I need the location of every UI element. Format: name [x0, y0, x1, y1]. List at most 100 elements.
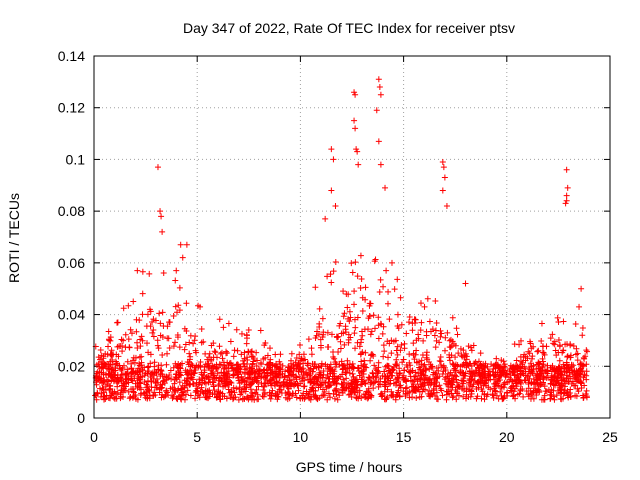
data-point — [144, 378, 151, 385]
data-point — [100, 393, 107, 400]
data-point — [580, 395, 587, 402]
axis-ticks: 0 0.02 0.04 0.06 0.08 0.1 0.12 0.14 0 5 10 15 20 25 — [58, 48, 618, 445]
data-point — [381, 348, 388, 355]
data-point — [517, 337, 524, 344]
data-point — [388, 259, 395, 266]
data-point — [532, 381, 539, 388]
data-point — [347, 314, 354, 321]
data-point — [583, 368, 590, 375]
data-point — [417, 300, 424, 307]
data-point — [139, 290, 146, 297]
data-point — [467, 393, 474, 400]
data-point — [160, 377, 167, 384]
data-point — [379, 372, 386, 379]
data-point — [169, 395, 176, 402]
data-point — [517, 353, 524, 360]
data-point — [409, 394, 416, 401]
data-point — [388, 388, 395, 395]
data-point — [267, 395, 274, 402]
data-point — [510, 392, 517, 399]
data-point — [172, 339, 179, 346]
data-point — [343, 369, 350, 376]
y-tick-label: 0.08 — [58, 203, 85, 219]
data-point — [580, 362, 587, 369]
data-point — [432, 344, 439, 351]
data-point — [170, 343, 177, 350]
data-point — [504, 379, 511, 386]
x-tick-label: 0 — [90, 429, 98, 445]
data-point — [342, 370, 349, 377]
data-point — [549, 331, 556, 338]
data-point — [341, 362, 348, 369]
data-point — [354, 314, 361, 321]
data-point — [359, 381, 366, 388]
data-point — [238, 330, 245, 337]
data-point — [540, 361, 547, 368]
data-point — [441, 376, 448, 383]
data-point — [131, 359, 138, 366]
data-point — [150, 375, 157, 382]
data-point — [359, 332, 366, 339]
data-point — [383, 395, 390, 402]
data-point — [176, 379, 183, 386]
data-point — [541, 392, 548, 399]
data-point — [551, 396, 558, 403]
data-point — [439, 371, 446, 378]
data-point — [484, 363, 491, 370]
data-point — [421, 303, 428, 310]
data-point — [207, 357, 214, 364]
data-point — [439, 392, 446, 399]
data-point — [352, 324, 359, 331]
data-point — [341, 341, 348, 348]
data-point — [149, 369, 156, 376]
data-point — [549, 374, 556, 381]
data-point — [439, 187, 446, 194]
data-point — [220, 324, 227, 331]
data-point — [377, 161, 384, 168]
data-point — [225, 320, 232, 327]
data-point — [289, 390, 296, 397]
data-point — [152, 317, 159, 324]
data-point — [537, 381, 544, 388]
data-point — [394, 374, 401, 381]
data-point — [403, 384, 410, 391]
data-point — [137, 380, 144, 387]
data-point — [354, 273, 361, 280]
data-point — [349, 370, 356, 377]
data-point — [554, 370, 561, 377]
data-point — [193, 382, 200, 389]
data-point — [190, 340, 197, 347]
data-point — [296, 351, 303, 358]
data-point — [159, 391, 166, 398]
data-point — [376, 84, 383, 91]
data-point — [547, 395, 554, 402]
data-point — [504, 389, 511, 396]
data-point — [575, 388, 582, 395]
data-point — [326, 383, 333, 390]
data-point — [520, 393, 527, 400]
data-point — [340, 288, 347, 295]
data-point — [262, 379, 269, 386]
data-point — [460, 377, 467, 384]
data-point — [284, 367, 291, 374]
data-point — [255, 396, 262, 403]
data-point — [351, 301, 358, 308]
data-point — [433, 389, 440, 396]
data-point — [386, 340, 393, 347]
data-point — [389, 365, 396, 372]
data-point — [130, 298, 137, 305]
data-point — [358, 358, 365, 365]
data-point — [403, 330, 410, 337]
data-point — [166, 319, 173, 326]
data-point — [568, 367, 575, 374]
data-point — [394, 276, 401, 283]
data-point — [578, 384, 585, 391]
data-point — [386, 316, 393, 323]
data-point — [448, 387, 455, 394]
data-point — [410, 352, 417, 359]
data-point — [305, 366, 312, 373]
data-point — [370, 312, 377, 319]
data-point — [534, 377, 541, 384]
data-point — [212, 349, 219, 356]
data-point — [477, 350, 484, 357]
